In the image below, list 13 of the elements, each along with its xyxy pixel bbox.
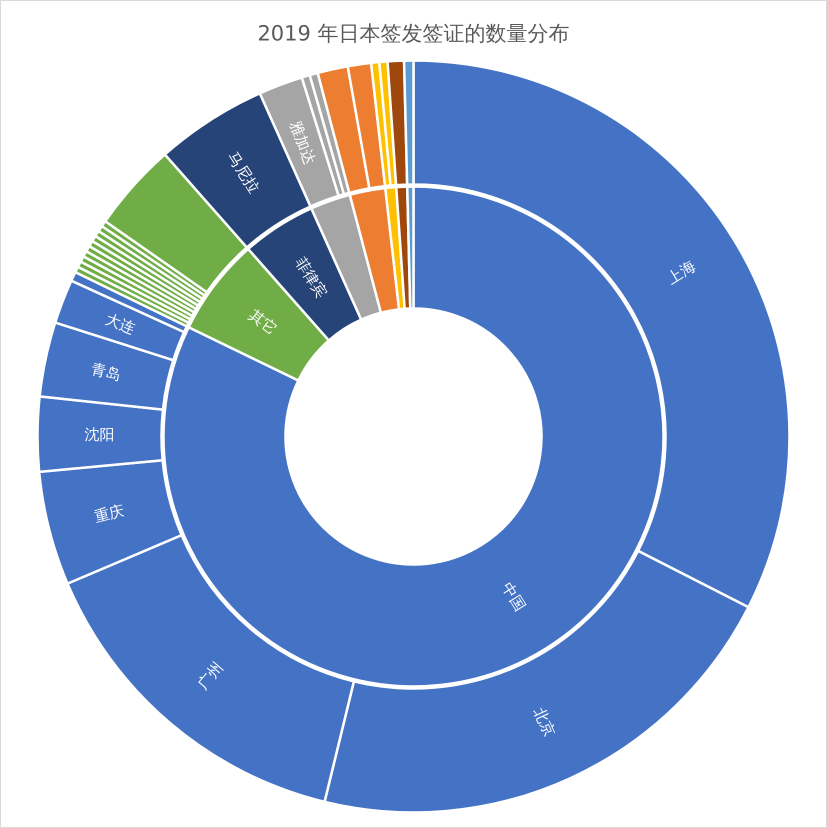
data-label: 其它 <box>246 306 280 338</box>
data-label: 重庆 <box>92 501 126 526</box>
chart-title: 2019 年日本签发签证的数量分布 <box>257 22 570 46</box>
data-label: 广州 <box>194 658 227 694</box>
data-label: 沈阳 <box>84 425 115 444</box>
data-label: 中国 <box>498 579 530 614</box>
data-label: 菲律宾 <box>291 254 331 302</box>
data-label: 雅加达 <box>286 118 319 167</box>
data-label: 大连 <box>103 310 138 338</box>
data-label: 上海 <box>664 256 699 288</box>
data-label: 北京 <box>530 704 559 740</box>
data-label: 马尼拉 <box>224 148 264 196</box>
data-label: 青岛 <box>90 360 123 384</box>
